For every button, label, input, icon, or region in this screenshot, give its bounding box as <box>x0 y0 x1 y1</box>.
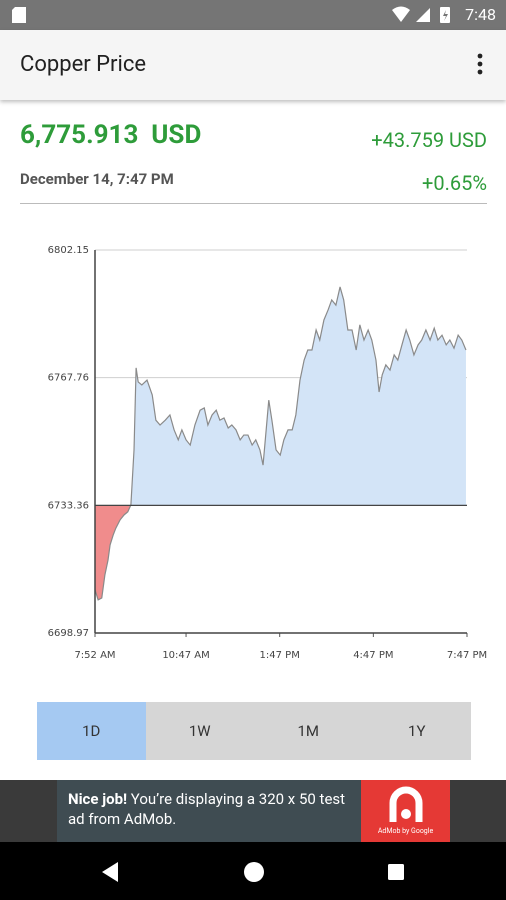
range-tab[interactable]: 1D <box>37 702 146 760</box>
y-tick-label: 6698.97 <box>48 628 89 639</box>
menu-button[interactable] <box>474 52 486 78</box>
ad-body: You’re displaying a 320 x 50 test ad fro… <box>68 790 346 828</box>
y-tick-label: 6733.36 <box>48 500 89 511</box>
change: +43.759 USD <box>371 128 487 152</box>
divider <box>20 203 487 204</box>
y-tick-label: 6767.76 <box>48 373 89 384</box>
status-bar: 7:48 <box>0 0 506 30</box>
range-tabs: 1D 1W 1M 1Y <box>37 702 471 760</box>
app-bar: Copper Price <box>0 30 506 100</box>
range-tab[interactable]: 1Y <box>362 702 471 760</box>
range-tab[interactable]: 1W <box>145 702 254 760</box>
x-ticks: 7:52 AM 10:47 AM 1:47 PM 4:47 PM 7:47 PM <box>74 633 487 661</box>
recents-button[interactable] <box>387 863 405 881</box>
price-chart: 6698.97 6733.36 6767.76 6802.15 7:52 AM 10:47… <box>48 245 487 661</box>
ad-logo: AdMob by Google <box>361 780 450 842</box>
range-tab[interactable]: 1M <box>254 702 363 760</box>
sd-icon <box>12 7 26 23</box>
x-tick-label: 4:47 PM <box>353 650 393 661</box>
ad-banner: Nice job! You’re displaying a 320 x 50 t… <box>0 780 506 842</box>
price-row: 6,775.913 USD <box>20 120 201 150</box>
ad-bold: Nice job! <box>68 790 128 808</box>
ad-logo-text: AdMob by Google <box>377 827 434 835</box>
clock: 7:48 <box>465 5 496 24</box>
home-button[interactable] <box>243 861 265 883</box>
area-above <box>130 286 466 506</box>
admob-icon <box>389 786 423 822</box>
currency: USD <box>151 120 202 150</box>
change-percent: +0.65% <box>422 171 487 195</box>
ad-text: Nice job! You’re displaying a 320 x 50 t… <box>68 789 358 829</box>
y-tick-label: 6802.15 <box>48 245 89 256</box>
quote-date: December 14, 7:47 PM <box>20 170 174 188</box>
x-tick-label: 10:47 AM <box>162 650 209 661</box>
price: 6,775.913 <box>20 120 139 150</box>
x-tick-label: 7:47 PM <box>447 650 487 661</box>
x-tick-label: 1:47 PM <box>260 650 300 661</box>
back-button[interactable] <box>100 861 120 883</box>
ad[interactable]: Nice job! You’re displaying a 320 x 50 t… <box>57 780 450 842</box>
price-line <box>94 286 467 601</box>
x-tick-label: 7:52 AM <box>74 650 115 661</box>
nav-bar <box>0 842 506 900</box>
app-title: Copper Price <box>20 52 147 77</box>
status-icons <box>392 6 450 23</box>
